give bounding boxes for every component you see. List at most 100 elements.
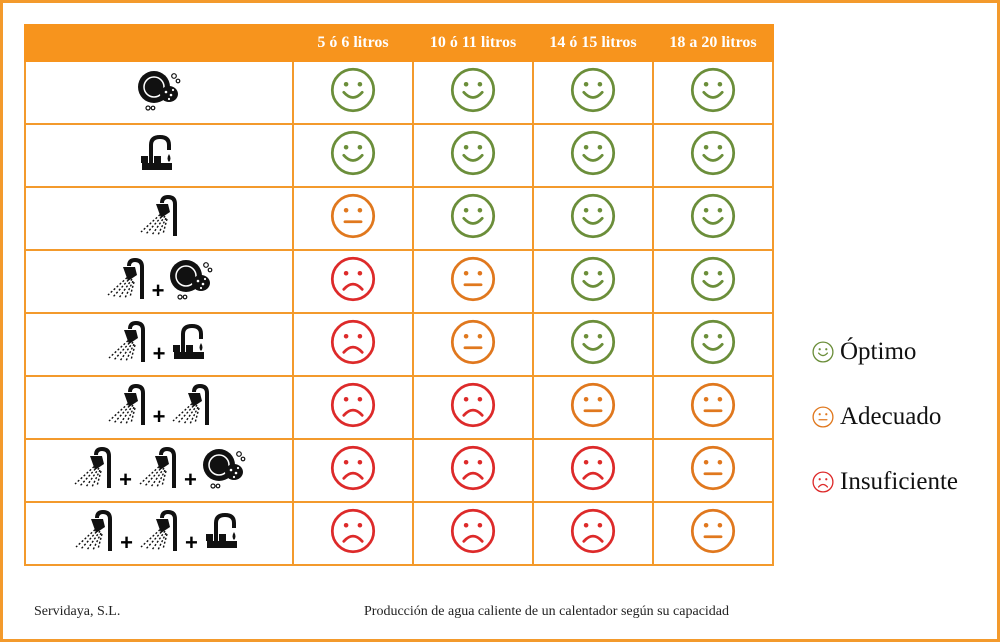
usage-cell: + [24,375,294,440]
usage-cell: + + [24,501,294,566]
smile-face-icon [450,67,496,118]
neutral-face-icon [330,193,376,244]
rating-cell [652,375,774,440]
rating-cell [292,186,414,251]
plus-icon: + [151,277,165,303]
table-row: + + [24,438,774,503]
smile-face-icon [690,256,736,307]
capacity-table: 5 ó 6 litros 10 ó 11 litros 14 ó 15 litr… [24,24,774,566]
rating-cell [292,438,414,503]
rating-cell [532,501,654,566]
table-row: + + [24,501,774,566]
sad-face-icon [330,508,376,559]
rating-cell [412,123,534,188]
usage-cell: + [24,312,294,377]
rating-cell [652,123,774,188]
header-capacity-5-6: 5 ó 6 litros [292,24,414,62]
smile-face-icon [330,67,376,118]
sad-face-icon [330,256,376,307]
dishwasher-icon [201,446,247,495]
rating-cell [412,312,534,377]
legend-optimo: Óptimo [812,338,916,366]
legend-insuficiente-label: Insuficiente [840,468,959,495]
rating-cell [412,438,534,503]
usage-cell: + [24,249,294,314]
sad-face-icon [450,445,496,496]
neutral-face-icon [570,382,616,433]
usage-cell: + + [24,438,294,503]
rating-cell [292,312,414,377]
shower-icon [105,320,149,369]
plus-icon: + [152,340,166,366]
legend-adecuado-label: Adecuado [840,403,942,430]
rating-cell [532,312,654,377]
usage-cell [24,60,294,125]
shower-icon [72,509,116,558]
legend-adecuado: Adecuado [812,403,941,431]
smile-face-icon [570,319,616,370]
header-capacity-18-20: 18 a 20 litros [652,24,774,62]
sad-face-icon [450,508,496,559]
table-row [24,123,774,188]
table-row: + [24,375,774,440]
table-row [24,60,774,125]
shower-icon [169,383,213,432]
rating-cell [292,123,414,188]
sad-face-icon [812,471,834,493]
header-usage [24,24,294,62]
dishwasher-icon [168,257,214,306]
plus-icon: + [119,466,132,492]
rating-cell [412,249,534,314]
neutral-face-icon [812,406,834,428]
plus-icon: + [184,466,197,492]
rating-cell [652,312,774,377]
smile-face-icon [570,193,616,244]
shower-icon [137,194,181,243]
smile-face-icon [450,193,496,244]
shower-icon [71,446,115,495]
sink-faucet-icon [169,322,213,367]
smile-face-icon [812,341,834,363]
rating-cell [532,438,654,503]
table-row [24,186,774,251]
smile-face-icon [690,130,736,181]
smile-face-icon [570,130,616,181]
smile-face-icon [690,193,736,244]
sad-face-icon [450,382,496,433]
rating-cell [292,375,414,440]
sad-face-icon [330,382,376,433]
smile-face-icon [690,67,736,118]
plus-icon: + [152,403,166,429]
smile-face-icon [690,319,736,370]
usage-cell [24,186,294,251]
smile-face-icon [570,67,616,118]
rating-cell [652,249,774,314]
plus-icon: + [120,529,133,555]
rating-cell [412,186,534,251]
rating-cell [412,60,534,125]
neutral-face-icon [450,319,496,370]
smile-face-icon [330,130,376,181]
rating-cell [412,501,534,566]
rating-cell [532,186,654,251]
shower-icon [105,383,149,432]
footer-caption: Producción de agua caliente de un calent… [364,604,730,619]
shower-icon [137,509,181,558]
header-capacity-14-15: 14 ó 15 litros [532,24,654,62]
legend-insuficiente: Insuficiente [812,468,958,496]
rating-cell [532,375,654,440]
rating-cell [652,438,774,503]
dishwasher-icon [136,68,182,117]
rating-cell [652,60,774,125]
sad-face-icon [570,445,616,496]
rating-cell [292,501,414,566]
neutral-face-icon [450,256,496,307]
header-capacity-10-11: 10 ó 11 litros [412,24,534,62]
neutral-face-icon [690,382,736,433]
rating-cell [412,375,534,440]
legend-optimo-label: Óptimo [840,338,917,365]
rating-cell [652,501,774,566]
usage-cell [24,123,294,188]
sad-face-icon [330,445,376,496]
neutral-face-icon [690,445,736,496]
